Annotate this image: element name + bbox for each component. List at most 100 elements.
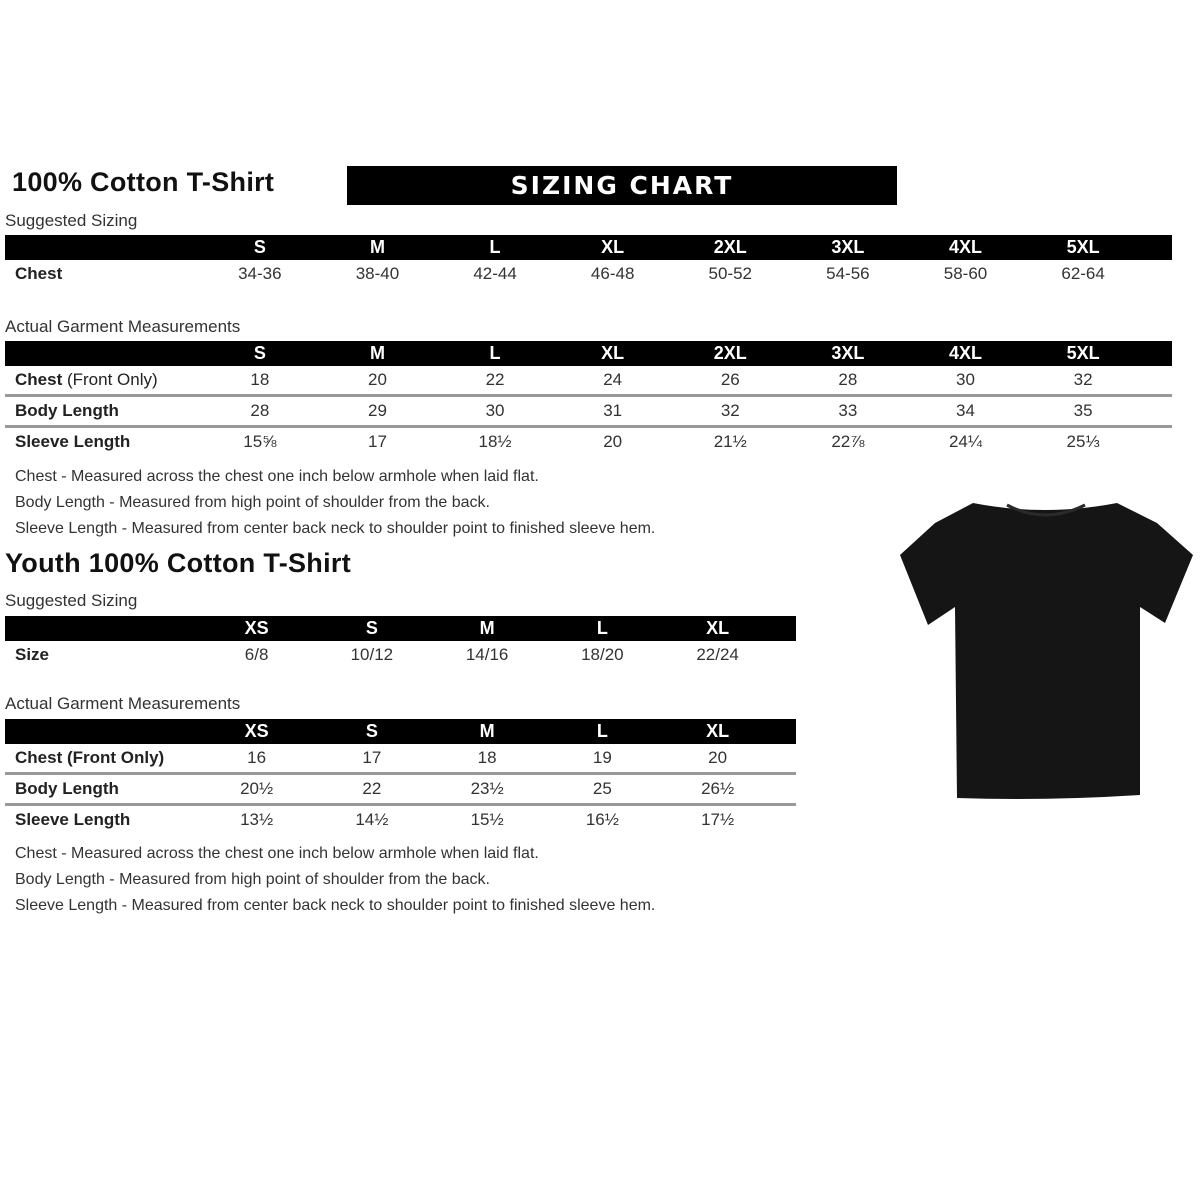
measurement-cell: 31 — [553, 395, 672, 428]
youth-note-sleeve: Sleeve Length - Measured from center bac… — [15, 897, 656, 914]
header-blank — [775, 616, 797, 641]
measurement-cell: 17½ — [701, 810, 735, 829]
measurement-cell: 34 — [906, 395, 1025, 428]
measurement-cell: 32 — [671, 395, 790, 428]
blank-cell — [775, 805, 796, 835]
measurement-cell: 14½ — [355, 810, 389, 829]
row-label-text: Body Length — [15, 779, 119, 798]
measurement-cell: 50-52 — [708, 264, 753, 283]
measurement-cell: 24¼ — [948, 432, 983, 451]
measurement-cell: 22 — [314, 773, 430, 806]
youth-note-chest: Chest - Measured across the chest one in… — [15, 845, 539, 862]
size-header: XL — [660, 719, 776, 744]
measurement-cell: 14/16 — [465, 645, 509, 664]
measurement-cell: 18/20 — [581, 645, 624, 664]
youth-suggested-label: Suggested Sizing — [5, 591, 138, 610]
size-header: S — [314, 719, 430, 744]
header-blank — [5, 616, 199, 641]
adult-suggested-table: S M L XL 2XL 3XL 4XL 5XL Chest 34-36 38-40 42-44 46-… — [5, 235, 1172, 288]
row-label: Size — [5, 641, 199, 669]
size-header-row: XS S M L XL — [5, 719, 797, 744]
blank-cell — [1141, 366, 1172, 397]
row-label: Body Length — [5, 773, 199, 806]
table-row: Chest (Front Only) 18 20 22 24 26 28 30 32 — [5, 366, 1172, 397]
youth-note-body: Body Length - Measured from high point o… — [15, 871, 490, 888]
size-header: 2XL — [671, 341, 790, 366]
table-row: Sleeve Length 15⅝ 17 18½ 20 21½ 22⅞ 24¼ 25⅓ — [5, 427, 1172, 457]
size-header: 4XL — [906, 341, 1025, 366]
size-header: 5XL — [1024, 235, 1142, 260]
size-header: 3XL — [789, 341, 907, 366]
header-blank — [1141, 341, 1172, 366]
row-label-text: Sleeve Length — [15, 432, 131, 451]
measurement-cell: 18 — [201, 366, 319, 397]
size-header: 4XL — [906, 235, 1025, 260]
measurement-cell: 6/8 — [244, 645, 269, 664]
measurement-cell: 18½ — [478, 432, 512, 451]
header-blank — [775, 719, 797, 744]
measurement-cell: 22⅞ — [831, 432, 865, 451]
blank-cell — [775, 744, 797, 775]
measurement-cell: 38-40 — [355, 264, 400, 283]
blank-cell — [1141, 395, 1172, 428]
measurement-cell: 35 — [1024, 395, 1142, 428]
blank-cell — [1142, 427, 1172, 457]
measurement-cell: 20 — [660, 744, 776, 775]
measurement-cell: 32 — [1024, 366, 1142, 397]
youth-actual-table: XS S M L XL Chest (Front Only) 16 17 18 19 20 Body … — [5, 719, 797, 835]
size-header: L — [436, 341, 554, 366]
size-header-row: S M L XL 2XL 3XL 4XL 5XL — [5, 235, 1172, 260]
table-row: Chest 34-36 38-40 42-44 46-48 50-52 54-56 58-60… — [5, 260, 1172, 288]
measurement-cell: 26½ — [660, 773, 776, 806]
size-header: 5XL — [1024, 341, 1142, 366]
size-header: S — [201, 235, 319, 260]
adult-actual-label: Actual Garment Measurements — [5, 317, 241, 336]
header-blank — [5, 341, 202, 366]
measurement-cell: 20 — [603, 432, 623, 451]
row-label: Chest — [5, 260, 201, 288]
row-label-suffix: (Front Only) — [62, 370, 158, 389]
size-header: XS — [199, 616, 315, 641]
adult-note-body: Body Length - Measured from high point o… — [15, 494, 490, 511]
measurement-cell: 20½ — [199, 773, 315, 806]
adult-title: 100% Cotton T-Shirt — [12, 167, 275, 197]
table-row: Chest (Front Only) 16 17 18 19 20 — [5, 744, 797, 775]
measurement-cell: 46-48 — [590, 264, 635, 283]
measurement-cell: 22/24 — [696, 645, 739, 664]
size-header: XS — [199, 719, 315, 744]
header-blank — [1141, 235, 1172, 260]
measurement-cell: 28 — [789, 366, 907, 397]
table-row: Sleeve Length 13½ 14½ 15½ 16½ 17½ — [5, 805, 796, 835]
size-header: 2XL — [671, 235, 790, 260]
row-label-text: Chest (Front Only) — [15, 748, 165, 767]
measurement-cell: 25⅓ — [1066, 432, 1100, 451]
size-header: M — [318, 341, 437, 366]
size-header: 3XL — [789, 235, 907, 260]
measurement-cell: 20 — [318, 366, 437, 397]
header-blank — [5, 719, 199, 744]
measurement-cell: 54-56 — [826, 264, 870, 283]
measurement-cell: 21½ — [713, 432, 747, 451]
blank-cell — [1142, 260, 1172, 288]
size-header: S — [314, 616, 430, 641]
measurement-cell: 26 — [671, 366, 790, 397]
measurement-cell: 25 — [544, 773, 660, 806]
measurement-cell: 33 — [789, 395, 907, 428]
blank-cell — [775, 641, 796, 669]
size-header: L — [544, 616, 660, 641]
measurement-cell: 24 — [553, 366, 672, 397]
size-header: L — [544, 719, 660, 744]
measurement-cell: 30 — [906, 366, 1025, 397]
size-header: M — [429, 719, 545, 744]
measurement-cell: 30 — [436, 395, 554, 428]
measurement-cell: 23½ — [429, 773, 545, 806]
measurement-cell: 29 — [318, 395, 437, 428]
blank-cell — [775, 773, 797, 806]
measurement-cell: 17 — [314, 744, 430, 775]
measurement-cell: 17 — [367, 432, 387, 451]
sizing-chart-banner: SIZING CHART — [347, 166, 897, 205]
measurement-cell: 58-60 — [943, 264, 988, 283]
row-label: Chest (Front Only) — [5, 366, 202, 397]
measurement-cell: 16½ — [585, 810, 619, 829]
measurement-cell: 28 — [201, 395, 319, 428]
